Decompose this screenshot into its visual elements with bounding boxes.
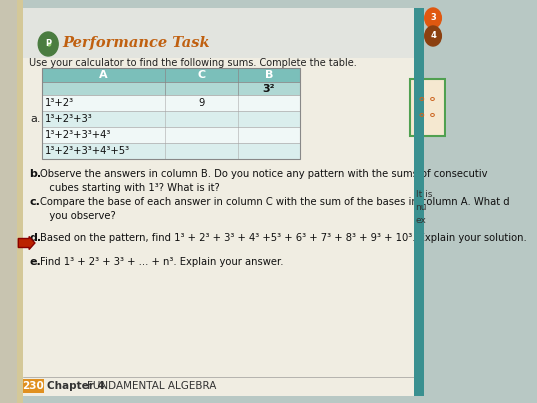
FancyArrow shape: [18, 237, 35, 249]
Text: ex: ex: [416, 216, 426, 225]
Text: ⚫: ⚫: [44, 39, 52, 49]
Bar: [41, 111, 300, 127]
Bar: [41, 143, 300, 159]
Text: It is: It is: [416, 190, 432, 199]
Text: 3: 3: [430, 13, 436, 23]
Text: ⚬⚬
⚬⚬: ⚬⚬ ⚬⚬: [416, 93, 439, 123]
Circle shape: [38, 32, 58, 56]
Text: Performance Task: Performance Task: [62, 36, 210, 50]
Text: a.: a.: [31, 114, 41, 124]
Text: Based on the pattern, find 1³ + 2³ + 3³ + 4³ +5³ + 6³ + 7³ + 8³ + 9³ + 10³. Expl: Based on the pattern, find 1³ + 2³ + 3³ …: [40, 233, 527, 243]
Bar: [17, 0, 23, 403]
Bar: [414, 8, 424, 396]
Bar: [41, 68, 300, 82]
Circle shape: [425, 8, 441, 28]
Bar: [0, 0, 23, 403]
Text: b.: b.: [29, 169, 41, 179]
Text: Use your calculator to find the following sums. Complete the table.: Use your calculator to find the followin…: [29, 58, 357, 68]
Text: Chapter 4: Chapter 4: [47, 381, 105, 391]
Text: 9: 9: [198, 98, 205, 108]
Bar: [41, 95, 300, 111]
Bar: [41, 82, 300, 95]
Bar: [23, 379, 44, 393]
Text: e.: e.: [29, 257, 41, 267]
Circle shape: [425, 26, 441, 46]
Text: 4: 4: [430, 31, 436, 40]
Text: B: B: [265, 70, 273, 80]
Text: 1³+2³+3³+4³+5³: 1³+2³+3³+4³+5³: [45, 146, 130, 156]
Text: 1³+2³+3³: 1³+2³+3³: [45, 114, 93, 124]
Text: FUNDAMENTAL ALGEBRA: FUNDAMENTAL ALGEBRA: [88, 381, 216, 391]
Text: C: C: [197, 70, 205, 80]
Text: 230: 230: [23, 381, 44, 391]
Bar: [41, 68, 300, 159]
Text: nu: nu: [416, 203, 427, 212]
Text: 3²: 3²: [263, 83, 275, 93]
Bar: [23, 8, 414, 396]
Text: Find 1³ + 2³ + 3³ + ... + n³. Explain your answer.: Find 1³ + 2³ + 3³ + ... + n³. Explain yo…: [40, 257, 284, 267]
Text: 1³+2³: 1³+2³: [45, 98, 74, 108]
Text: d.: d.: [29, 233, 41, 243]
Text: A: A: [99, 70, 107, 80]
Text: c.: c.: [29, 197, 40, 207]
Bar: [41, 127, 300, 143]
Bar: [23, 8, 414, 58]
Text: 1³+2³+3³+4³: 1³+2³+3³+4³: [45, 130, 111, 140]
Text: P: P: [45, 39, 51, 48]
Text: Observe the answers in column B. Do you notice any pattern with the sums of cons: Observe the answers in column B. Do you …: [40, 169, 488, 193]
Text: Compare the base of each answer in column C with the sum of the bases in column : Compare the base of each answer in colum…: [40, 197, 510, 221]
FancyBboxPatch shape: [410, 79, 445, 136]
